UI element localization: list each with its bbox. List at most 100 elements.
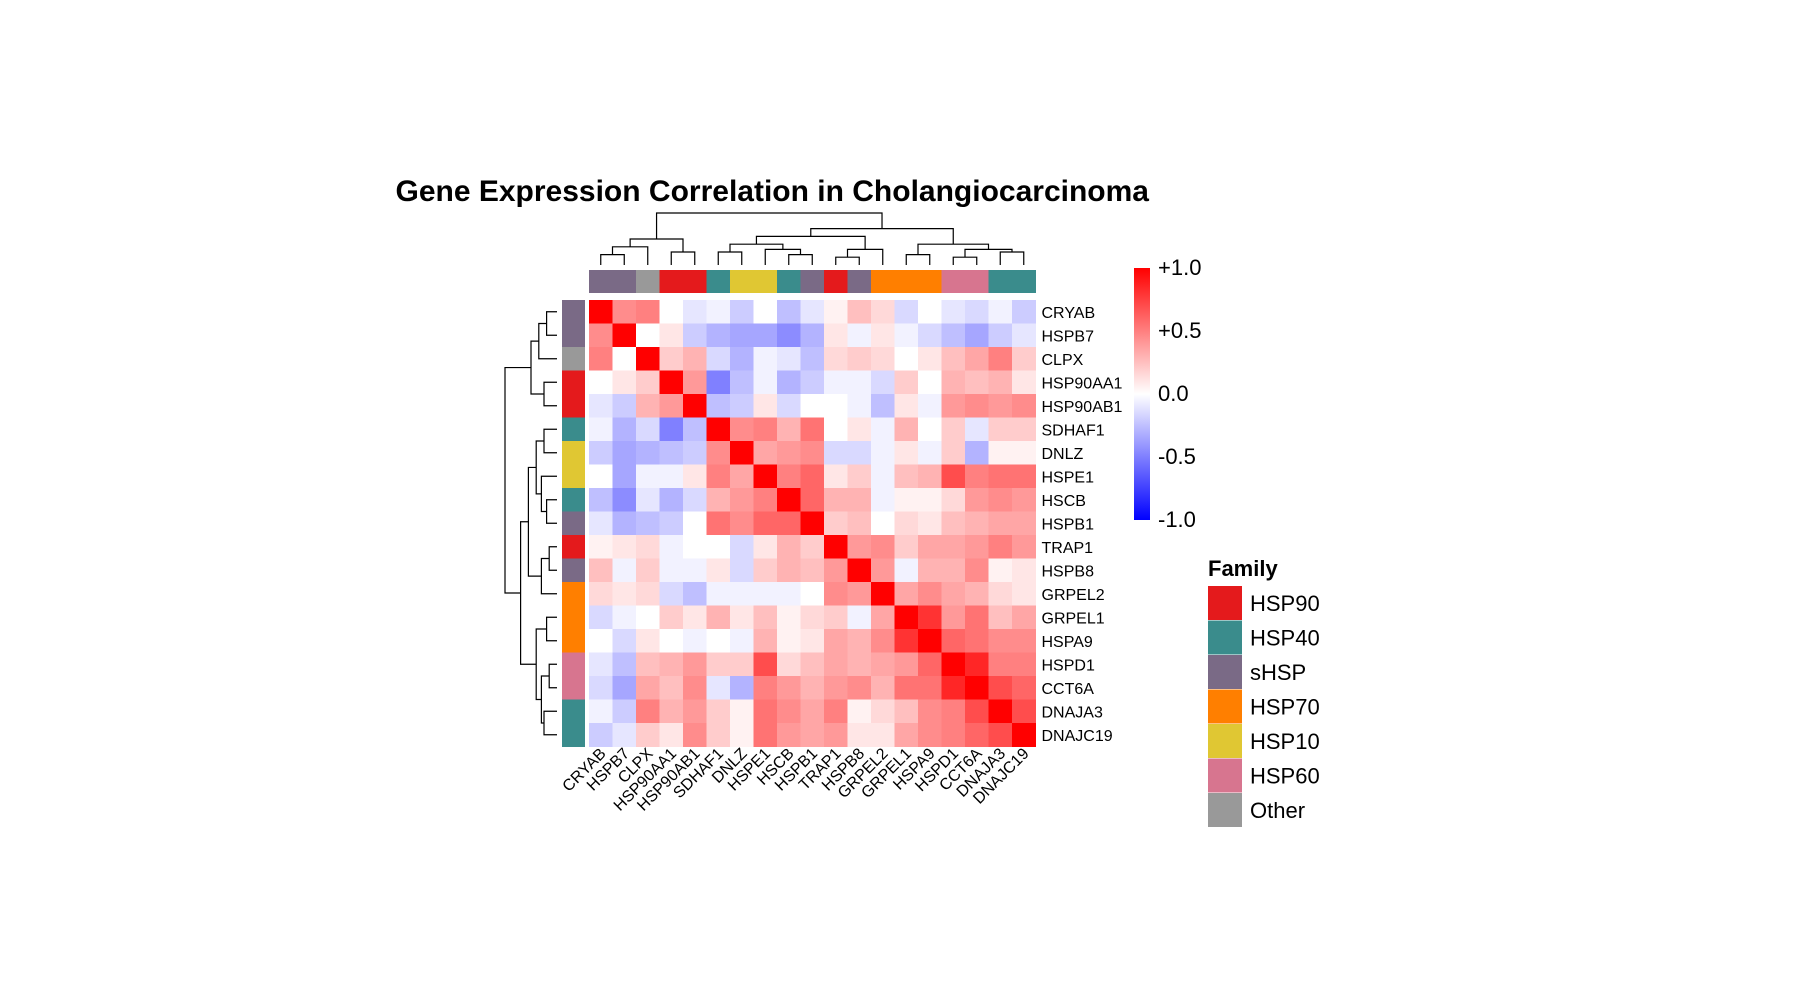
row-label: TRAP1 xyxy=(1042,540,1094,557)
heatmap-cell xyxy=(659,511,684,536)
heatmap-cell xyxy=(800,347,825,371)
heatmap-cell xyxy=(918,699,942,724)
heatmap-cell xyxy=(965,347,989,371)
heatmap-cell xyxy=(659,488,684,512)
row-label: GRPEL1 xyxy=(1042,610,1105,627)
heatmap-cell xyxy=(706,558,731,583)
heatmap-cell xyxy=(753,723,778,747)
heatmap-cell xyxy=(589,370,613,395)
heatmap-cell xyxy=(683,394,707,418)
heatmap-cell xyxy=(730,488,754,512)
heatmap-cell xyxy=(777,417,801,442)
dendrogram-branch xyxy=(540,675,550,724)
heatmap-cell xyxy=(1012,652,1036,677)
heatmap-cell xyxy=(683,652,707,677)
heatmap-cell xyxy=(847,629,872,653)
heatmap-cell xyxy=(847,323,872,348)
heatmap-cell xyxy=(589,699,613,724)
heatmap-cell xyxy=(753,323,778,348)
heatmap-cell xyxy=(918,370,942,395)
heatmap-cell xyxy=(636,699,660,724)
heatmap-cell xyxy=(941,629,966,653)
dendrogram-branch xyxy=(952,256,978,265)
heatmap-cell xyxy=(824,347,848,371)
row-annotation-cell xyxy=(562,441,585,465)
heatmap-cell xyxy=(941,582,966,606)
dendrogram-branch xyxy=(905,254,931,265)
legend-swatch xyxy=(1208,689,1242,724)
heatmap-cell xyxy=(988,441,1013,465)
column-dendrogram xyxy=(600,212,1025,265)
heatmap-cell xyxy=(988,605,1013,630)
heatmap-cell xyxy=(683,370,707,395)
row-label: GRPEL2 xyxy=(1042,587,1105,604)
heatmap-cell xyxy=(659,535,684,559)
heatmap-cell xyxy=(753,605,778,630)
heatmap-cell xyxy=(706,347,731,371)
heatmap-cell xyxy=(847,347,872,371)
heatmap-cell xyxy=(777,582,801,606)
heatmap-cell xyxy=(1012,535,1036,559)
heatmap-cell xyxy=(824,699,848,724)
heatmap-cell xyxy=(988,676,1013,700)
dendrogram-branch xyxy=(543,381,557,407)
row-annotation-cell xyxy=(562,347,585,371)
heatmap-cell xyxy=(730,347,754,371)
heatmap-cell xyxy=(894,488,919,512)
row-labels: CRYAB HSPB7 CLPX HSP90AA1 HSP90AB1 SDHAF1 DNLZ… xyxy=(1042,305,1123,745)
heatmap-cell xyxy=(636,394,660,418)
column-labels: CRYABHSPB7CLPXHSP90AA1HSP90AB1SDHAF1DNLZ… xyxy=(560,745,1033,814)
heatmap-cell xyxy=(683,535,707,559)
heatmap-cell xyxy=(753,629,778,653)
heatmap-cell xyxy=(753,417,778,442)
row-annotation-cell xyxy=(562,323,585,348)
column-annotation-cell xyxy=(824,270,848,293)
heatmap-cell xyxy=(894,347,919,371)
heatmap-cell xyxy=(730,394,754,418)
heatmap-cell xyxy=(659,699,684,724)
heatmap-cell xyxy=(988,417,1013,442)
heatmap-cell xyxy=(706,699,731,724)
row-label: HSPE1 xyxy=(1042,469,1095,486)
heatmap-cell xyxy=(636,652,660,677)
heatmap-cell xyxy=(636,488,660,512)
heatmap-cell xyxy=(871,417,895,442)
dendrogram-branch xyxy=(543,710,557,736)
row-label: SDHAF1 xyxy=(1042,422,1105,439)
heatmap-cell xyxy=(894,300,919,324)
heatmap-cell xyxy=(1012,699,1036,724)
dendrogram-branch xyxy=(548,663,557,689)
heatmap-cell xyxy=(1012,488,1036,512)
heatmap-cell xyxy=(871,676,895,700)
heatmap-cell xyxy=(965,699,989,724)
heatmap-cell xyxy=(730,535,754,559)
heatmap-cell xyxy=(659,370,684,395)
heatmap-cell xyxy=(683,605,707,630)
heatmap-cell xyxy=(730,323,754,348)
legend-title: Family xyxy=(1208,556,1278,581)
heatmap-cell xyxy=(847,535,872,559)
heatmap-cell xyxy=(871,394,895,418)
heatmap-cell xyxy=(800,652,825,677)
dendrogram-branch xyxy=(670,251,696,265)
heatmap-cell xyxy=(965,511,989,536)
heatmap-cell xyxy=(988,347,1013,371)
heatmap-cell xyxy=(847,676,872,700)
heatmap-cell xyxy=(753,300,778,324)
heatmap-cell xyxy=(659,558,684,583)
heatmap-cell xyxy=(800,323,825,348)
row-annotation-cell xyxy=(562,488,585,512)
heatmap-cell xyxy=(871,605,895,630)
column-annotation-cell xyxy=(777,270,801,293)
heatmap-cell xyxy=(589,323,613,348)
row-annotation-cell xyxy=(562,723,585,747)
heatmap-cell xyxy=(683,558,707,583)
heatmap-cell xyxy=(706,605,731,630)
heatmap-cell xyxy=(777,488,801,512)
row-label: HSP90AB1 xyxy=(1042,399,1123,416)
heatmap-cell xyxy=(612,511,637,536)
heatmap-cell xyxy=(847,582,872,606)
row-annotation-cell xyxy=(562,558,585,583)
dendrogram-branch xyxy=(717,251,743,265)
heatmap-cell xyxy=(941,535,966,559)
